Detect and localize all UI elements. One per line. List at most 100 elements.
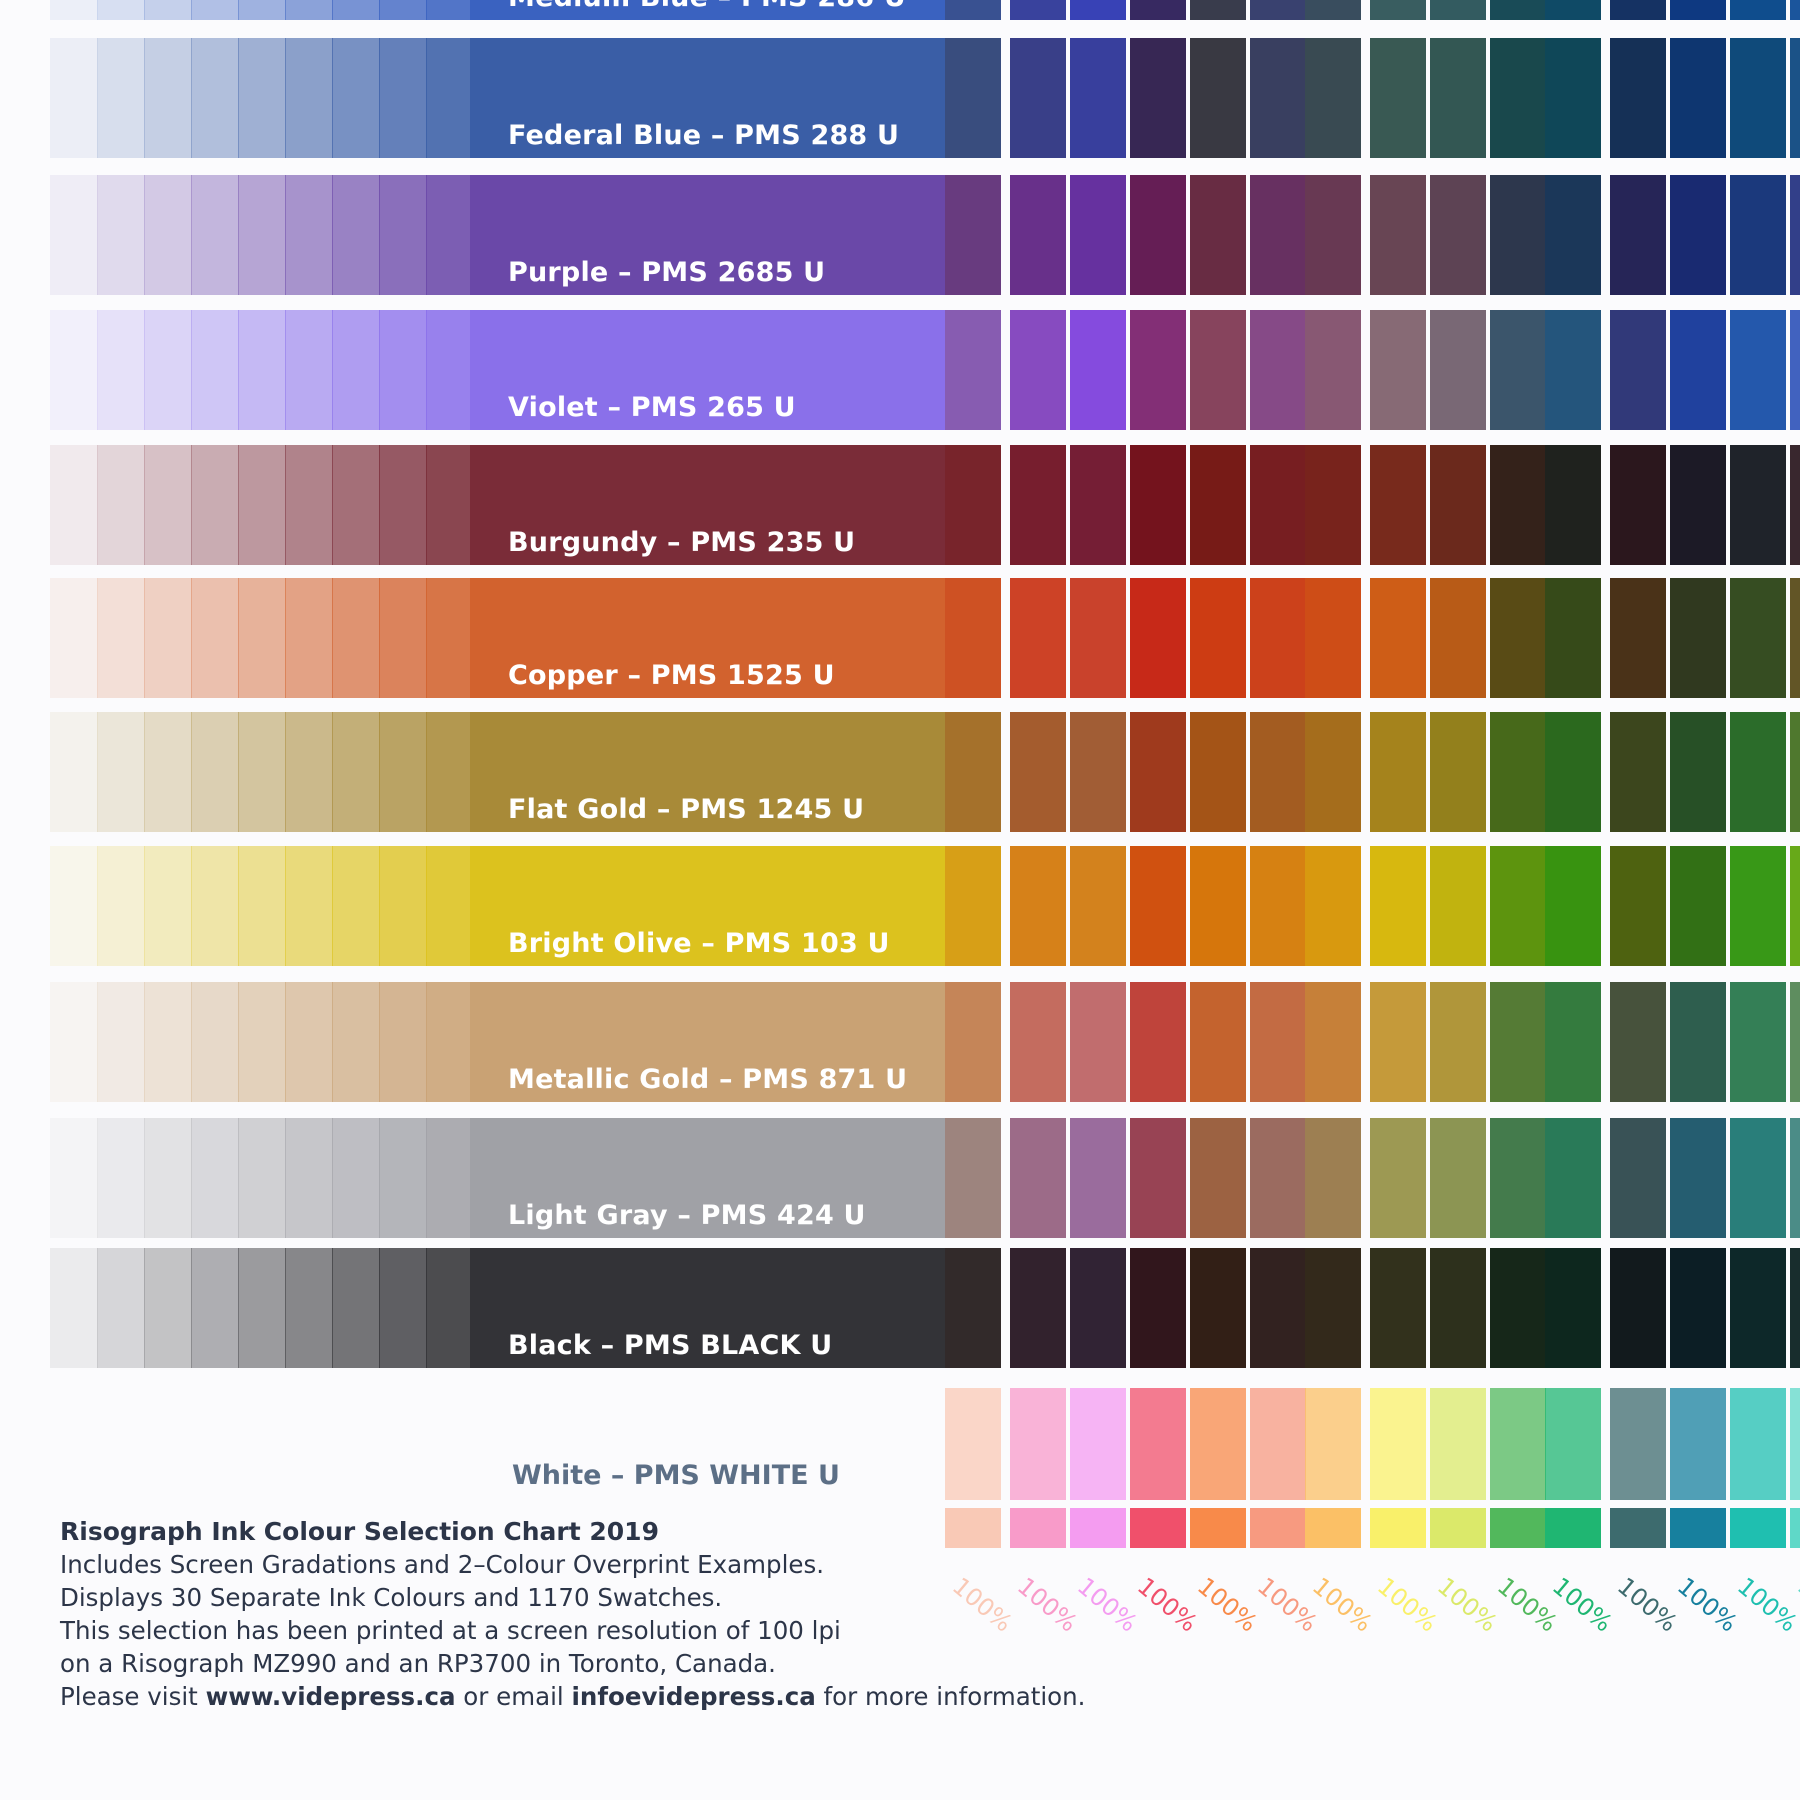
screen-gradation-step: [379, 310, 427, 430]
overprint-swatch: [1670, 712, 1726, 832]
overprint-swatch: [1070, 38, 1126, 158]
overprint-layer: [1305, 712, 1361, 832]
overprint-swatch: [1010, 578, 1066, 698]
ink-label: Medium Blue – PMS 286 U: [508, 0, 906, 13]
overprint-layer: [945, 846, 1001, 966]
screen-gradation-step: [191, 982, 239, 1102]
overprint-layer: [1545, 846, 1601, 966]
ink-label: Metallic Gold – PMS 871 U: [508, 1064, 908, 1095]
solid-100-swatch: [1190, 1508, 1246, 1548]
screen-gradation-step: [285, 445, 333, 565]
overprint-layer: [1790, 38, 1800, 158]
overprint-swatch: [1010, 712, 1066, 832]
percent-label: 100%: [1547, 1572, 1618, 1638]
solid-ink-swatch: [470, 846, 945, 966]
screen-gradation-step: [50, 0, 98, 20]
website-link[interactable]: www.videpress.ca: [205, 1682, 456, 1711]
overprint-swatch: [1070, 310, 1126, 430]
screen-gradation-step: [426, 445, 474, 565]
overprint-swatch: [1790, 445, 1800, 565]
solid-ink-swatch: [470, 0, 945, 20]
ink-row: Copper – PMS 1525 U: [0, 578, 1800, 698]
overprint-swatch: [1070, 712, 1126, 832]
overprint-swatch: [1190, 846, 1246, 966]
screen-gradation-step: [238, 1118, 286, 1238]
overprint-layer: [1010, 0, 1066, 20]
overprint-swatch: [1190, 578, 1246, 698]
overprint-swatch: [1250, 0, 1306, 20]
overprint-layer: [1130, 0, 1186, 20]
overprint-layer: [1545, 1248, 1601, 1368]
screen-gradation-step: [332, 0, 380, 20]
overprint-layer: [1730, 1248, 1786, 1368]
percent-label: 100%: [1612, 1572, 1683, 1638]
overprint-swatch: [1190, 712, 1246, 832]
overprint-layer: [1490, 712, 1546, 832]
overprint-layer: [945, 175, 1001, 295]
solid-100-swatch: [1730, 1508, 1786, 1548]
screen-gradation-step: [50, 1248, 98, 1368]
overprint-swatch: [1130, 38, 1186, 158]
overprint-layer: [1010, 1118, 1066, 1238]
overprint-swatch: [945, 38, 1001, 158]
overprint-layer: [1070, 578, 1126, 698]
screen-gradation-step: [50, 1118, 98, 1238]
screen-gradation-step: [379, 982, 427, 1102]
description-line: This selection has been printed at a scr…: [60, 1616, 841, 1645]
ink-label: Black – PMS BLACK U: [508, 1330, 833, 1361]
overprint-layer: [1190, 175, 1246, 295]
solid-100-swatch: [1670, 1508, 1726, 1548]
overprint-layer: [1190, 38, 1246, 158]
solid-ink-swatch: [470, 578, 945, 698]
screen-gradation-step: [285, 38, 333, 158]
ink-label: Burgundy – PMS 235 U: [508, 527, 856, 558]
screen-gradation-step: [332, 982, 380, 1102]
overprint-layer: [1070, 310, 1126, 430]
overprint-swatch: [1305, 712, 1361, 832]
contact-text: Please visit: [60, 1682, 206, 1711]
overprint-swatch: [945, 310, 1001, 430]
solid-ink-swatch: [470, 712, 945, 832]
ink-label-white: White – PMS WHITE U: [512, 1460, 840, 1491]
white-row-swatch: [1250, 1388, 1306, 1500]
solid-ink-swatch: [470, 1248, 945, 1368]
solid-100-swatch: [1130, 1508, 1186, 1548]
overprint-swatch: [1670, 38, 1726, 158]
overprint-swatch: [1250, 578, 1306, 698]
overprint-layer: [1610, 0, 1666, 20]
screen-gradation-step: [50, 982, 98, 1102]
overprint-swatch: [1490, 175, 1546, 295]
overprint-layer: [1490, 578, 1546, 698]
overprint-swatch: [1545, 712, 1601, 832]
overprint-swatch: [1490, 846, 1546, 966]
overprint-layer: [1190, 578, 1246, 698]
white-row-swatch: [1305, 1388, 1361, 1500]
overprint-layer: [1010, 1248, 1066, 1368]
overprint-swatch: [1610, 445, 1666, 565]
screen-gradation-step: [50, 712, 98, 832]
overprint-layer: [1305, 578, 1361, 698]
screen-gradation-step: [50, 310, 98, 430]
overprint-layer: [1490, 175, 1546, 295]
overprint-layer: [1545, 0, 1601, 20]
overprint-swatch: [1305, 38, 1361, 158]
overprint-layer: [1430, 445, 1486, 565]
overprint-swatch: [1790, 1248, 1800, 1368]
overprint-layer: [945, 0, 1001, 20]
overprint-layer: [1790, 1118, 1800, 1238]
overprint-swatch: [1190, 1248, 1246, 1368]
description-line: Displays 30 Separate Ink Colours and 117…: [60, 1583, 723, 1612]
screen-gradation-step: [191, 1118, 239, 1238]
overprint-swatch: [1790, 310, 1800, 430]
overprint-swatch: [1790, 712, 1800, 832]
overprint-layer: [1130, 1248, 1186, 1368]
screen-gradation-step: [379, 1118, 427, 1238]
overprint-layer: [1130, 38, 1186, 158]
screen-gradation-step: [144, 0, 192, 20]
overprint-layer: [1610, 175, 1666, 295]
overprint-layer: [1730, 578, 1786, 698]
percent-label: 100%: [1252, 1572, 1323, 1638]
percent-label: 100%: [1492, 1572, 1563, 1638]
overprint-layer: [1670, 310, 1726, 430]
email-link[interactable]: infoevidepress.ca: [571, 1682, 816, 1711]
